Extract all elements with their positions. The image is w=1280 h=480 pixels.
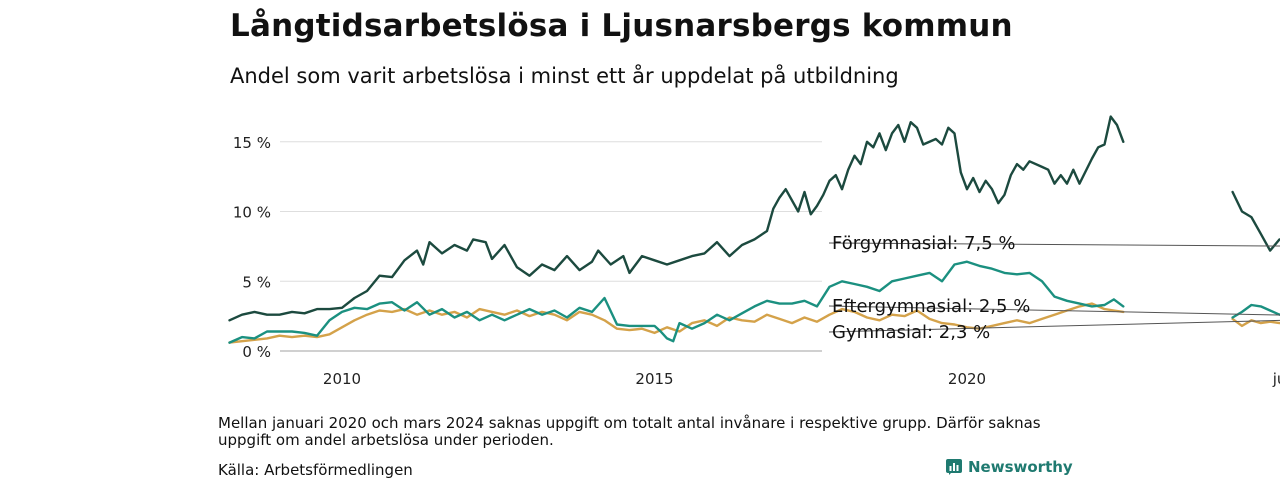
series-line-gymnasial-1 (228, 302, 1125, 344)
series-line-förgymnasial-2 (1231, 190, 1280, 252)
newsworthy-icon (946, 459, 962, 475)
end-label-leader (828, 305, 1280, 316)
source-text: Källa: Arbetsförmedlingen (218, 461, 413, 479)
series-lines (228, 115, 1280, 344)
end-labels: Förgymnasial: 7,5 % Eftergymnasial: 2,5 %… (828, 233, 1280, 343)
y-tick-label: 10 % (233, 204, 271, 222)
end-label-leader (828, 319, 1280, 333)
line-chart: 0 % 5 % 10 % 15 % 2010 2015 2020 jun 2025 Förg… (228, 115, 1280, 388)
y-axis-ticks: 0 % 5 % 10 % 15 % (233, 134, 271, 361)
end-label-förgymnasial: Förgymnasial: 7,5 % (832, 233, 1016, 254)
end-label-leader (828, 242, 1280, 247)
series-line-eftergymnasial-2 (1231, 303, 1280, 319)
y-tick-label: 15 % (233, 134, 271, 152)
end-label-eftergymnasial: Eftergymnasial: 2,5 % (832, 296, 1030, 317)
gridlines (280, 141, 822, 352)
chart-title: Långtidsarbetslösa i Ljusnarsbergs kommu… (230, 8, 1013, 44)
newsworthy-logo[interactable]: Newsworthy (946, 458, 1073, 476)
y-tick-label: 0 % (242, 343, 271, 361)
y-tick-label: 5 % (242, 273, 271, 291)
x-tick-label: 2010 (323, 370, 361, 388)
x-axis-ticks: 2010 2015 2020 jun 2025 (323, 370, 1280, 388)
brand-name: Newsworthy (968, 458, 1073, 476)
end-label-gymnasial: Gymnasial: 2,3 % (832, 322, 990, 343)
x-tick-label: jun 2025 (1272, 370, 1280, 388)
chart-subtitle: Andel som varit arbetslösa i minst ett å… (230, 64, 899, 88)
x-tick-label: 2020 (948, 370, 986, 388)
series-line-eftergymnasial-1 (228, 260, 1125, 344)
x-tick-label: 2015 (635, 370, 673, 388)
series-line-förgymnasial-1 (228, 115, 1125, 322)
footnote: Mellan januari 2020 och mars 2024 saknas… (218, 414, 1041, 449)
